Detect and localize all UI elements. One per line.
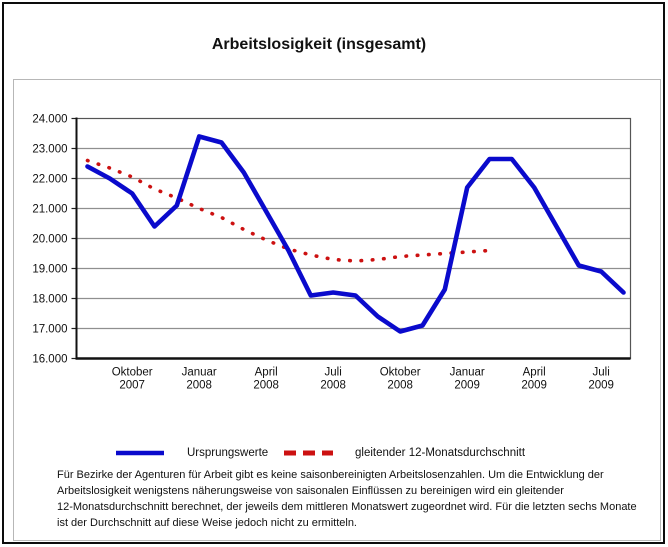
dashed-line-icon [284, 450, 333, 456]
svg-text:Juli: Juli [325, 367, 342, 379]
svg-text:Oktober: Oktober [112, 367, 153, 379]
svg-text:20.000: 20.000 [32, 234, 67, 246]
chart-title: Arbeitslosigkeit (insgesamt) [211, 36, 427, 53]
footnote-line: 12-Monatsdurchschnitt berechnet, der jew… [57, 501, 637, 513]
legend-label-ursprungswerte: Ursprungswerte [187, 447, 269, 459]
svg-text:22.000: 22.000 [32, 174, 67, 186]
solid-line-icon [116, 450, 164, 456]
svg-text:16.000: 16.000 [32, 354, 67, 366]
line-chart: 24.000 23.000 22.000 21.000 20.000 19.000 18.0… [32, 114, 632, 392]
svg-text:Juli: Juli [593, 367, 610, 379]
svg-text:Januar: Januar [450, 367, 485, 379]
svg-text:24.000: 24.000 [32, 114, 67, 126]
svg-text:2009: 2009 [454, 380, 480, 392]
legend-item-12-monatsdurchschnitt: gleitender 12-Monatsdurchschnitt [283, 444, 525, 462]
footnote-line: Für Bezirke der Agenturen für Arbeit gib… [57, 469, 604, 481]
svg-text:19.000: 19.000 [32, 264, 67, 276]
footnote: Für Bezirke der Agenturen für Arbeit gib… [57, 467, 657, 531]
svg-text:2008: 2008 [186, 380, 212, 392]
svg-text:Januar: Januar [182, 367, 217, 379]
svg-text:2008: 2008 [253, 380, 279, 392]
svg-text:2009: 2009 [521, 380, 547, 392]
footnote-line: Arbeitslosigkeit wenigstens näherungswei… [57, 485, 564, 497]
svg-text:2008: 2008 [387, 380, 413, 392]
svg-text:17.000: 17.000 [32, 324, 67, 336]
svg-text:Oktober: Oktober [380, 367, 421, 379]
footnote-line: ist der Durchschnitt auf diese Weise jed… [57, 517, 357, 529]
svg-text:April: April [255, 367, 278, 379]
svg-text:21.000: 21.000 [32, 204, 67, 216]
svg-text:18.000: 18.000 [32, 294, 67, 306]
svg-text:2007: 2007 [119, 380, 145, 392]
svg-text:2009: 2009 [588, 380, 614, 392]
legend: Ursprungswerte gleitender 12-Monatsdurch… [0, 444, 668, 462]
svg-text:2008: 2008 [320, 380, 346, 392]
legend-item-ursprungswerte: Ursprungswerte [115, 444, 268, 462]
svg-text:23.000: 23.000 [32, 144, 67, 156]
chart-frame: 24.000 23.000 22.000 21.000 20.000 19.000 18.0… [13, 79, 661, 541]
legend-label-12-monatsdurchschnitt: gleitender 12-Monatsdurchschnitt [355, 447, 526, 459]
svg-text:April: April [523, 367, 546, 379]
